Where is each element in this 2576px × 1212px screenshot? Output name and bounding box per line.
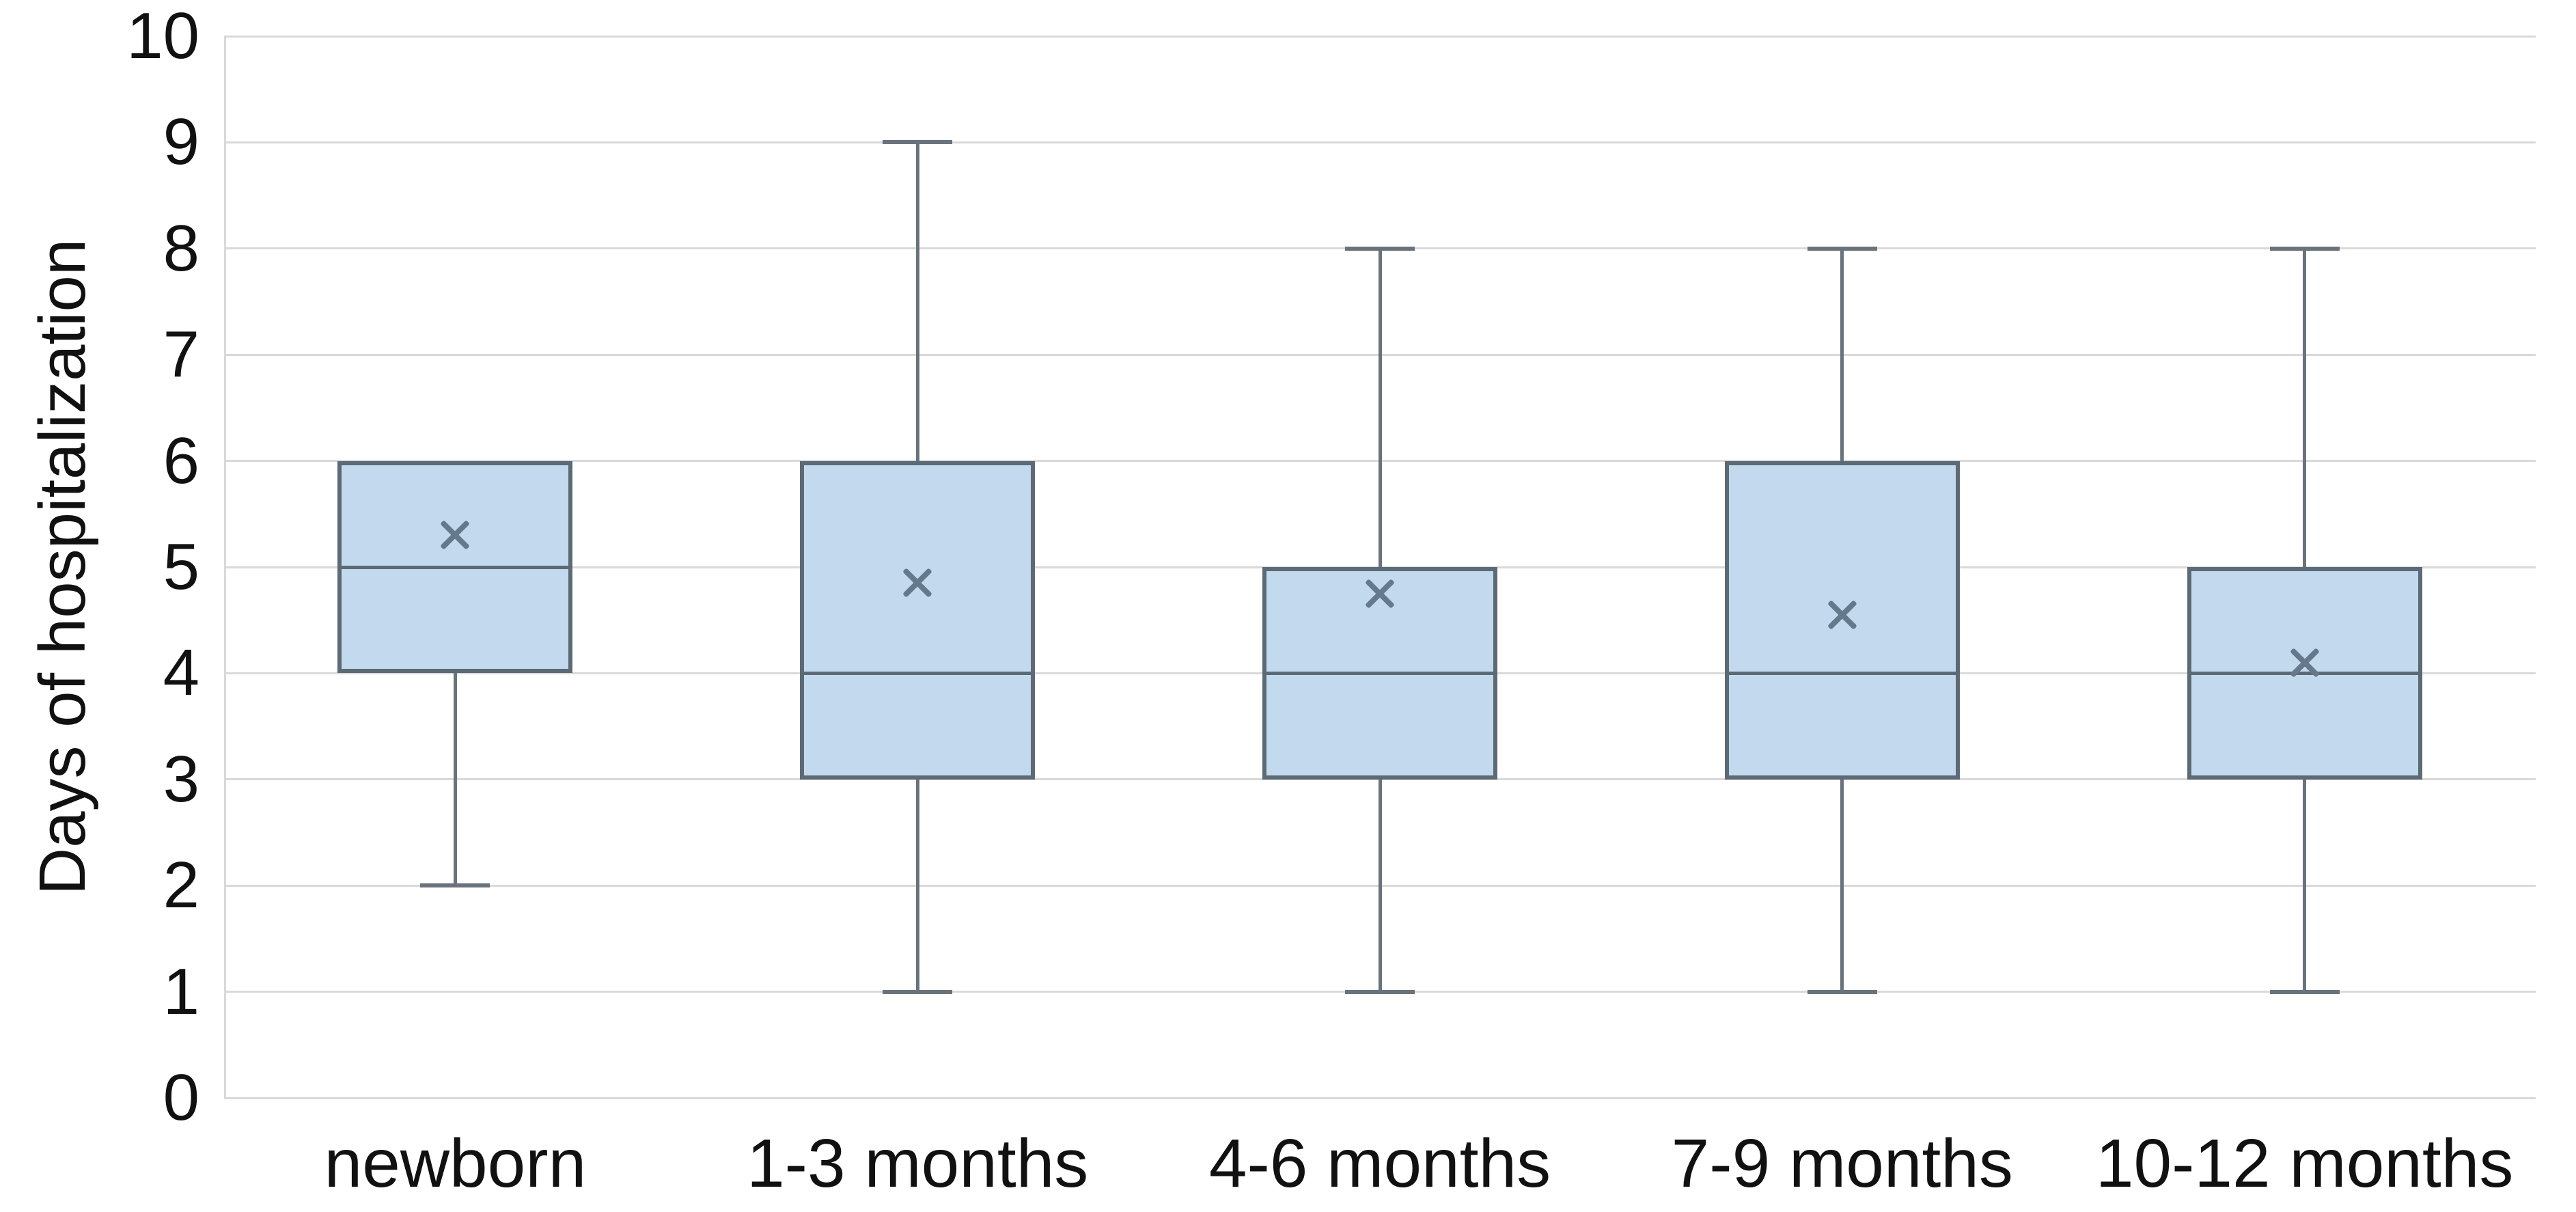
iqr-box xyxy=(1724,460,1960,780)
mean-x-marker xyxy=(437,517,473,553)
lower-whisker-line xyxy=(1378,779,1382,992)
gridline-y-9 xyxy=(224,141,2536,143)
upper-whisker-cap xyxy=(1345,246,1415,251)
lower-whisker-line xyxy=(453,673,457,886)
x-category-label-2: 4-6 months xyxy=(1208,1125,1551,1202)
mean-x-marker xyxy=(1361,575,1398,612)
upper-whisker-cap xyxy=(883,140,953,145)
lower-whisker-line xyxy=(2303,779,2307,992)
y-tick-label-9: 9 xyxy=(163,105,199,179)
upper-whisker-cap xyxy=(2269,246,2340,251)
upper-whisker-cap xyxy=(1807,246,1877,251)
upper-whisker-line xyxy=(2303,248,2307,567)
median-line xyxy=(1724,671,1960,675)
mean-x-marker xyxy=(1824,596,1861,633)
y-tick-label-5: 5 xyxy=(163,530,199,603)
y-tick-label-0: 0 xyxy=(163,1061,199,1134)
y-tick-label-1: 1 xyxy=(163,954,199,1028)
lower-whisker-cap xyxy=(2269,989,2340,994)
y-tick-label-4: 4 xyxy=(163,636,199,710)
upper-whisker-line xyxy=(915,142,919,461)
upper-whisker-line xyxy=(1378,248,1382,567)
y-tick-label-2: 2 xyxy=(163,849,199,922)
lower-whisker-cap xyxy=(1345,989,1415,994)
y-tick-label-10: 10 xyxy=(126,0,199,72)
y-axis-line xyxy=(224,36,226,1098)
lower-whisker-cap xyxy=(1807,989,1877,994)
lower-whisker-cap xyxy=(883,989,953,994)
x-category-label-0: newborn xyxy=(324,1125,587,1202)
lower-whisker-cap xyxy=(420,883,490,888)
median-line xyxy=(2187,671,2422,675)
plot-area xyxy=(224,35,2536,1099)
median-line xyxy=(800,671,1036,675)
iqr-box xyxy=(800,460,1036,780)
mean-x-marker xyxy=(2286,644,2323,681)
x-category-label-4: 10-12 months xyxy=(2095,1125,2514,1202)
upper-whisker-line xyxy=(1840,248,1844,461)
gridline-y-0 xyxy=(224,1097,2536,1099)
y-tick-label-6: 6 xyxy=(163,424,199,497)
gridline-y-10 xyxy=(224,35,2536,38)
y-tick-label-8: 8 xyxy=(163,211,199,285)
mean-x-marker xyxy=(899,564,936,601)
lower-whisker-line xyxy=(915,779,919,992)
lower-whisker-line xyxy=(1840,779,1844,992)
x-category-label-1: 1-3 months xyxy=(747,1125,1089,1202)
y-tick-label-7: 7 xyxy=(163,318,199,391)
y-tick-label-3: 3 xyxy=(163,742,199,816)
x-category-label-3: 7-9 months xyxy=(1671,1125,2013,1202)
median-line xyxy=(337,565,573,569)
median-line xyxy=(1262,671,1497,675)
